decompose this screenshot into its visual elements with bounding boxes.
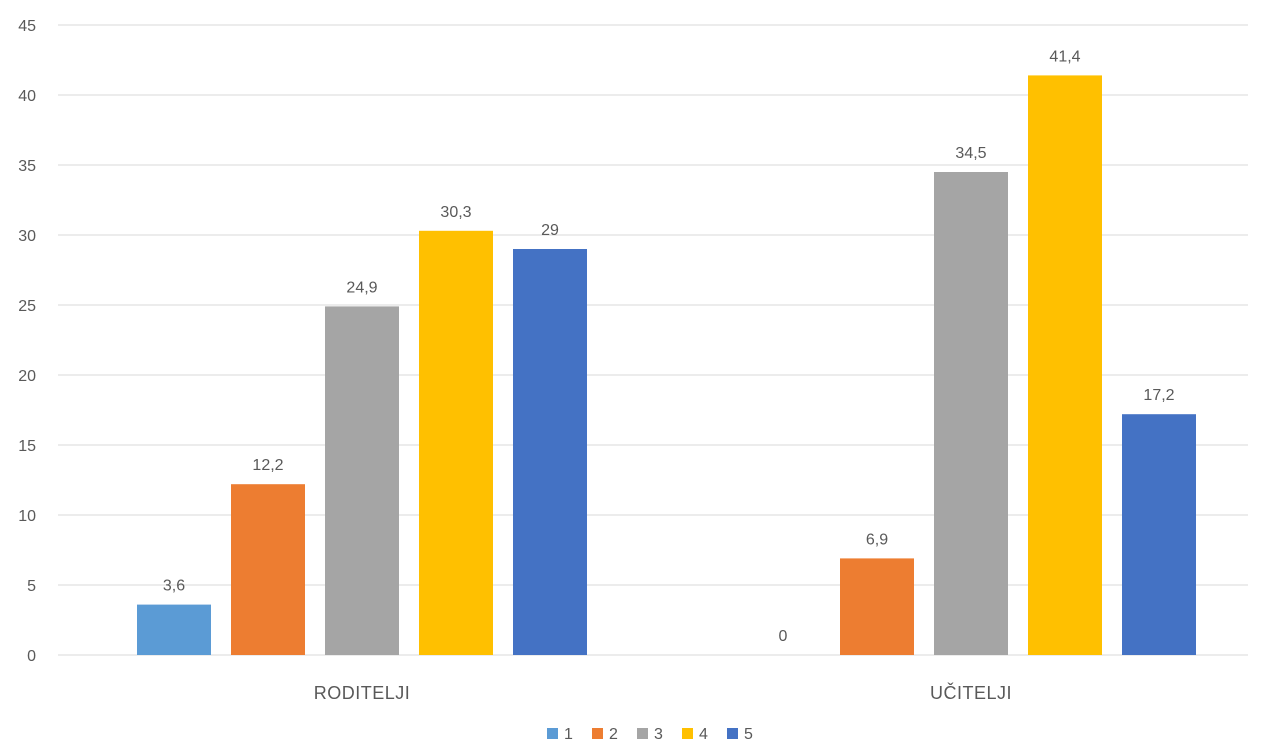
y-tick-label: 5 bbox=[27, 578, 36, 595]
bar-roditelji-series-1 bbox=[137, 604, 211, 655]
y-tick-label: 35 bbox=[18, 158, 36, 175]
y-tick-label: 20 bbox=[18, 368, 36, 385]
y-tick-label: 45 bbox=[18, 18, 36, 35]
x-category-label: RODITELJI bbox=[314, 683, 411, 703]
bar-učitelji-series-4 bbox=[1028, 75, 1102, 655]
y-tick-label: 25 bbox=[18, 298, 36, 315]
data-label: 0 bbox=[779, 628, 788, 645]
y-tick-label: 10 bbox=[18, 508, 36, 525]
bars bbox=[137, 75, 1196, 656]
data-label: 24,9 bbox=[346, 279, 377, 296]
data-label: 6,9 bbox=[866, 531, 888, 548]
data-label: 30,3 bbox=[440, 204, 471, 221]
x-axis-categories: RODITELJI UČITELJI bbox=[314, 682, 1012, 703]
legend-item-5: 5 bbox=[727, 726, 753, 743]
legend-swatch bbox=[682, 728, 693, 739]
legend-swatch bbox=[592, 728, 603, 739]
legend-label: 3 bbox=[654, 726, 663, 743]
bar-učitelji-series-3 bbox=[934, 172, 1008, 655]
legend-swatch bbox=[727, 728, 738, 739]
bar-roditelji-series-3 bbox=[325, 306, 399, 655]
legend-item-2: 2 bbox=[592, 726, 618, 743]
bar-roditelji-series-4 bbox=[419, 230, 493, 656]
legend-swatch bbox=[637, 728, 648, 739]
bar-učitelji-series-5 bbox=[1122, 414, 1196, 655]
y-axis-ticks: 0 5 10 15 20 25 30 35 40 45 bbox=[18, 18, 36, 665]
y-tick-label: 40 bbox=[18, 88, 36, 105]
legend-label: 1 bbox=[564, 726, 573, 743]
data-label: 41,4 bbox=[1049, 48, 1080, 65]
bar-roditelji-series-5 bbox=[513, 249, 587, 655]
legend-item-1: 1 bbox=[547, 726, 573, 743]
legend-item-4: 4 bbox=[682, 726, 708, 743]
data-label: 34,5 bbox=[955, 145, 986, 162]
x-category-label: UČITELJI bbox=[930, 682, 1012, 703]
bar-roditelji-series-2 bbox=[231, 484, 305, 655]
bar-učitelji-series-2 bbox=[840, 558, 914, 655]
legend-swatch bbox=[547, 728, 558, 739]
data-label: 3,6 bbox=[163, 578, 185, 595]
legend-label: 4 bbox=[699, 726, 708, 743]
y-tick-label: 30 bbox=[18, 228, 36, 245]
legend-label: 5 bbox=[744, 726, 753, 743]
legend-item-3: 3 bbox=[637, 726, 663, 743]
y-tick-label: 0 bbox=[27, 648, 36, 665]
data-label: 29 bbox=[541, 222, 559, 239]
legend: 1 2 3 4 5 bbox=[547, 726, 753, 743]
data-label: 12,2 bbox=[252, 457, 283, 474]
data-labels: 3,6 12,2 24,9 30,3 29 0 6,9 34,5 41,4 17,2 bbox=[163, 48, 1175, 645]
y-tick-label: 15 bbox=[18, 438, 36, 455]
legend-label: 2 bbox=[609, 726, 618, 743]
data-label: 17,2 bbox=[1143, 387, 1174, 404]
